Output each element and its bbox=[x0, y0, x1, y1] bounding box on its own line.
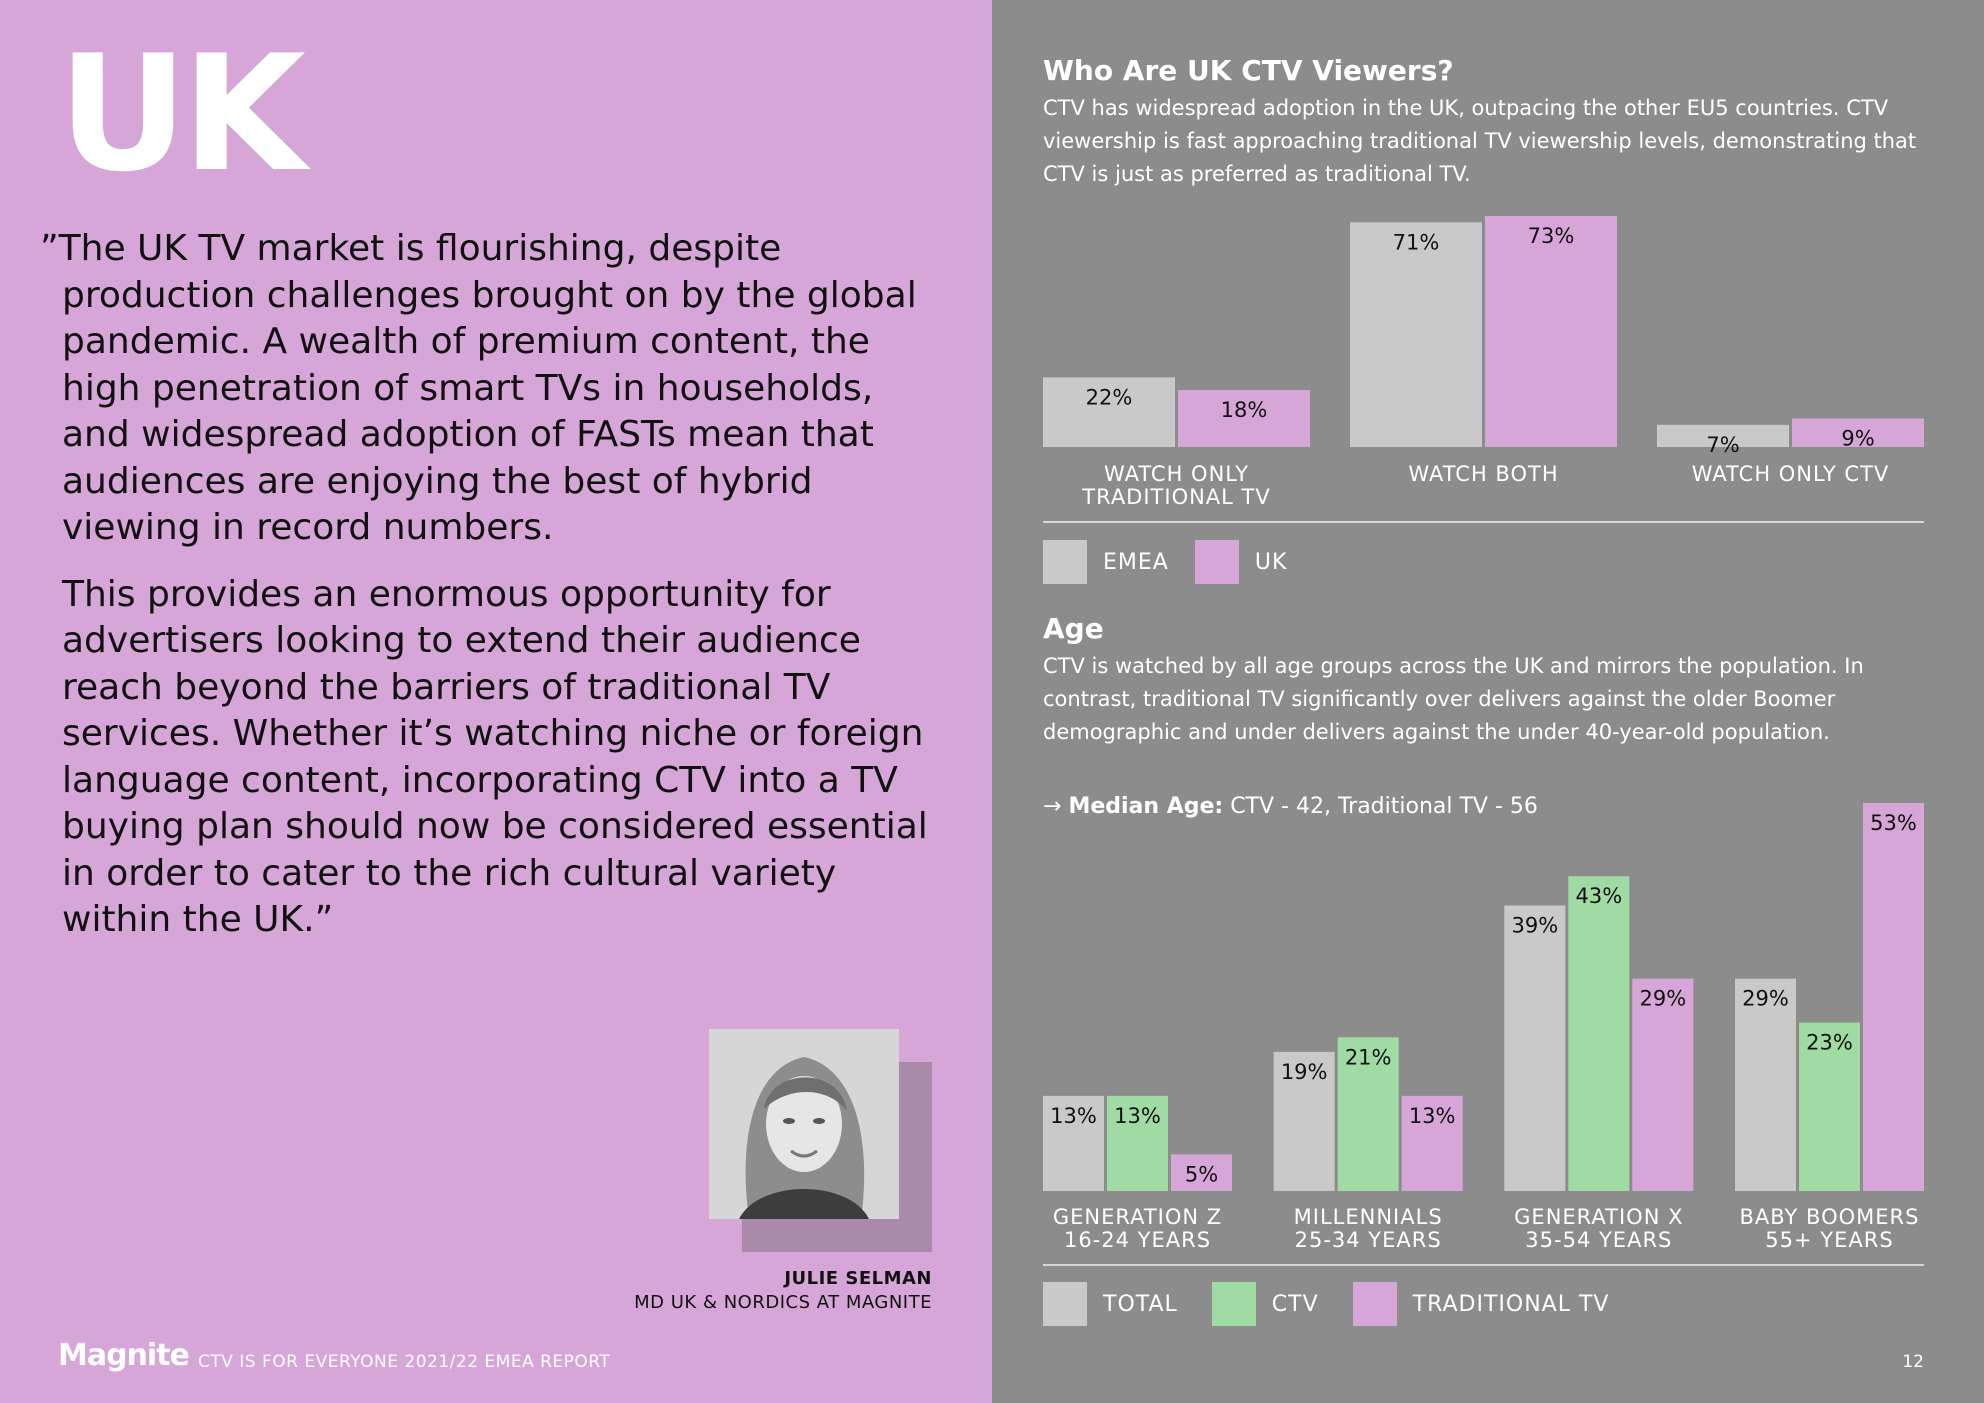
right-panel: Who Are UK CTV Viewers? CTV has widespre… bbox=[992, 0, 1984, 1403]
page-title: UK bbox=[58, 20, 306, 207]
category-label: 16-24 YEARS bbox=[1064, 1228, 1211, 1252]
bar-emea-2 bbox=[1657, 424, 1789, 447]
quote-block: ”The UK TV market is flourishing, despit… bbox=[40, 226, 940, 964]
legend-swatch-traditional-tv bbox=[1352, 1282, 1397, 1326]
bar-emea-0 bbox=[1043, 377, 1175, 447]
bar-value-label: 18% bbox=[1221, 398, 1268, 422]
bar-total-2 bbox=[1504, 905, 1566, 1191]
person-name: JULIE SELMAN bbox=[784, 1268, 932, 1289]
legend-label-ctv: CTV bbox=[1271, 1291, 1319, 1317]
median-label: Median Age: bbox=[1068, 794, 1224, 819]
bar-traditional-tv-2 bbox=[1632, 978, 1694, 1191]
median-age: → Median Age: CTV - 42, Traditional TV -… bbox=[1043, 794, 1538, 819]
bar-value-label: 39% bbox=[1511, 913, 1558, 937]
bar-value-label: 21% bbox=[1345, 1045, 1392, 1069]
bar-traditional-tv-1 bbox=[1401, 1095, 1463, 1191]
bar-value-label: 22% bbox=[1086, 385, 1133, 409]
viewers-legend: EMEA UK bbox=[1043, 540, 1303, 584]
bar-value-label: 19% bbox=[1281, 1060, 1328, 1084]
bar-value-label: 43% bbox=[1575, 884, 1622, 908]
age-legend: TOTAL CTV TRADITIONAL TV bbox=[1043, 1282, 1625, 1326]
bar-value-label: 13% bbox=[1050, 1104, 1097, 1128]
bar-value-label: 53% bbox=[1870, 811, 1917, 835]
arrow-right-icon: → bbox=[1043, 794, 1062, 819]
bar-ctv-1 bbox=[1337, 1037, 1399, 1191]
bar-value-label: 9% bbox=[1841, 427, 1874, 451]
bar-total-3 bbox=[1735, 978, 1796, 1191]
category-label: WATCH BOTH bbox=[1408, 462, 1558, 486]
category-label: 25-34 YEARS bbox=[1295, 1228, 1442, 1252]
left-panel: UK ”The UK TV market is flourishing, des… bbox=[0, 0, 992, 1403]
section-title-age: Age bbox=[1043, 612, 1104, 645]
category-label: 35-54 YEARS bbox=[1525, 1228, 1672, 1252]
category-label: WATCH ONLY CTV bbox=[1692, 462, 1890, 486]
bar-value-label: 13% bbox=[1409, 1104, 1456, 1128]
quote-paragraph-2: This provides an enormous opportunity fo… bbox=[62, 573, 928, 941]
bar-ctv-2 bbox=[1568, 876, 1630, 1191]
quote-paragraph-1: ”The UK TV market is flourishing, despit… bbox=[40, 228, 917, 548]
bar-total-1 bbox=[1273, 1051, 1335, 1191]
bar-value-label: 13% bbox=[1114, 1104, 1161, 1128]
section-title-viewers: Who Are UK CTV Viewers? bbox=[1043, 54, 1454, 87]
bar-ctv-0 bbox=[1107, 1095, 1168, 1191]
legend-label-emea: EMEA bbox=[1103, 549, 1169, 575]
bar-ctv-3 bbox=[1799, 1022, 1860, 1191]
legend-label-uk: UK bbox=[1254, 549, 1288, 575]
bar-value-label: 29% bbox=[1742, 987, 1789, 1011]
portrait-photo bbox=[709, 1029, 899, 1219]
legend-swatch-total bbox=[1043, 1282, 1087, 1326]
legend-label-total: TOTAL bbox=[1103, 1291, 1178, 1317]
brand-logo: Magnite bbox=[58, 1338, 190, 1373]
bar-value-label: 7% bbox=[1706, 433, 1739, 457]
bar-traditional-tv-0 bbox=[1171, 1154, 1232, 1191]
bar-total-0 bbox=[1043, 1095, 1104, 1191]
bar-uk-2 bbox=[1792, 418, 1924, 447]
category-label: MILLENNIALS bbox=[1294, 1205, 1443, 1229]
bar-value-label: 5% bbox=[1185, 1162, 1218, 1186]
median-value: CTV - 42, Traditional TV - 56 bbox=[1223, 794, 1538, 819]
category-label: WATCH ONLY bbox=[1104, 462, 1249, 486]
category-label: 55+ YEARS bbox=[1765, 1228, 1893, 1252]
legend-swatch-emea bbox=[1043, 540, 1087, 584]
bar-emea-1 bbox=[1350, 222, 1482, 447]
bar-value-label: 71% bbox=[1393, 230, 1440, 254]
age-bar-chart: 13% 13% 5% GENERATION Z16-24 YEARS 19% 21% 13%… bbox=[1043, 803, 1924, 1266]
footer-report-title: CTV IS FOR EVERYONE 2021/22 EMEA REPORT bbox=[198, 1352, 611, 1372]
category-label: TRADITIONAL TV bbox=[1081, 485, 1271, 509]
category-label: GENERATION Z bbox=[1053, 1205, 1222, 1229]
bar-value-label: 73% bbox=[1528, 224, 1575, 248]
portrait-illustration bbox=[709, 1029, 899, 1219]
section-text-viewers: CTV has widespread adoption in the UK, o… bbox=[1043, 96, 1917, 186]
legend-swatch-ctv bbox=[1211, 1282, 1256, 1326]
bar-value-label: 29% bbox=[1639, 987, 1686, 1011]
page-number: 12 bbox=[1902, 1352, 1924, 1372]
bar-traditional-tv-3 bbox=[1863, 803, 1924, 1191]
section-text-age: CTV is watched by all age groups across … bbox=[1043, 654, 1864, 744]
bar-uk-0 bbox=[1178, 390, 1310, 447]
bar-uk-1 bbox=[1485, 216, 1617, 447]
legend-label-traditional-tv: TRADITIONAL TV bbox=[1412, 1291, 1610, 1317]
legend-swatch-uk bbox=[1194, 540, 1239, 584]
category-label: GENERATION X bbox=[1514, 1205, 1683, 1229]
category-label: BABY BOOMERS bbox=[1740, 1205, 1920, 1229]
person-role: MD UK & NORDICS AT MAGNITE bbox=[634, 1292, 932, 1313]
bar-value-label: 23% bbox=[1806, 1031, 1853, 1055]
